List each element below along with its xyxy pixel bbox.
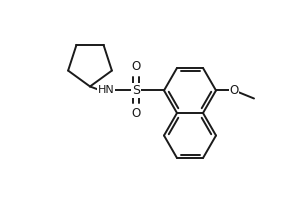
Text: HN: HN <box>98 85 114 96</box>
Text: O: O <box>131 107 141 120</box>
Text: O: O <box>229 84 239 97</box>
Text: O: O <box>131 60 141 74</box>
Text: S: S <box>132 84 140 97</box>
